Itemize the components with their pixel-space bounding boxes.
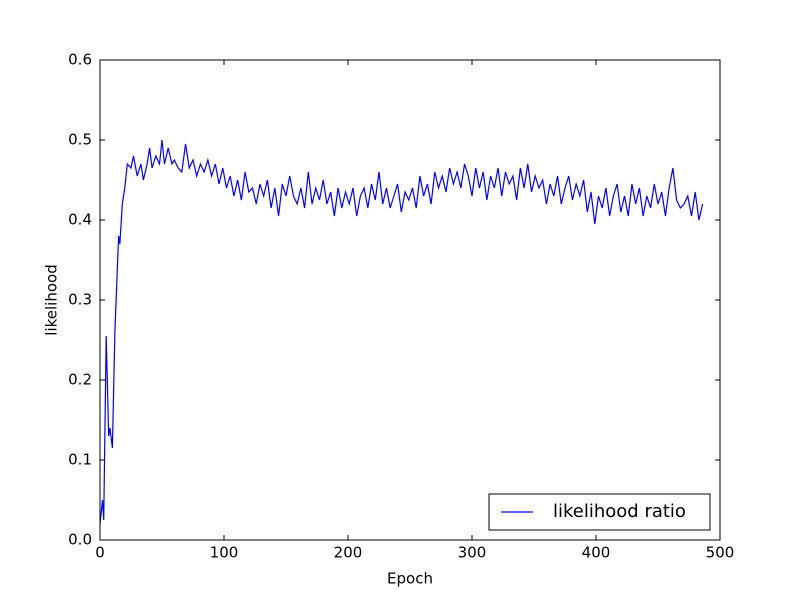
x-tick-label: 100 — [210, 544, 239, 562]
y-tick-label: 0.0 — [68, 531, 92, 549]
y-tick-label: 0.3 — [68, 291, 92, 309]
y-tick-label: 0.1 — [68, 451, 92, 469]
plot-frame — [99, 59, 721, 541]
legend-label: likelihood ratio — [553, 501, 686, 522]
x-tick-label: 0 — [95, 544, 105, 562]
y-tick-label: 0.2 — [68, 371, 92, 389]
y-tick-label: 0.5 — [68, 131, 92, 149]
y-tick-label: 0.4 — [68, 211, 92, 229]
line — [99, 139, 704, 525]
x-tick-label: 300 — [458, 544, 487, 562]
x-tick-label: 500 — [706, 544, 735, 562]
y-tick-label: 0.6 — [68, 51, 92, 69]
x-axis-label: Epoch — [387, 570, 433, 588]
x-tick-label: 200 — [334, 544, 363, 562]
y-axis-label: likelihood — [43, 264, 61, 335]
x-tick-label: 400 — [582, 544, 611, 562]
